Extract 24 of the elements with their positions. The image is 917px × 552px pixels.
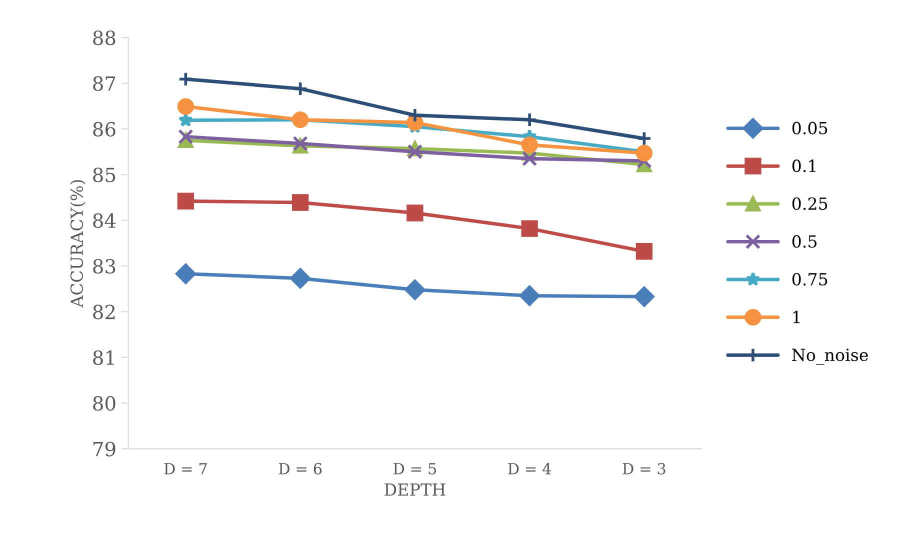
legend-label: 0.05 (792, 122, 828, 134)
x-tick-label: D = 3 (622, 462, 666, 474)
y-axis-title: ACCURACY(%) (70, 180, 86, 308)
x-tick-label: D = 7 (164, 463, 207, 474)
x-tick-label: D = 5 (394, 463, 436, 474)
y-tick-label: 80 (93, 396, 116, 411)
y-tick-label: 87 (93, 76, 116, 91)
y-tick-label: 88 (93, 30, 116, 46)
legend-label: 1 (793, 310, 800, 324)
y-tick-label: 82 (93, 304, 115, 320)
legend-label: 0.75 (792, 272, 828, 286)
x-axis-title: DEPTH (384, 484, 446, 496)
y-tick-label: 83 (93, 258, 116, 274)
y-tick-label: 86 (93, 122, 116, 137)
legend-label: 0.25 (792, 197, 828, 210)
legend-label: No_noise (792, 348, 868, 365)
y-tick-label: 85 (93, 168, 116, 182)
legend-label: 0.5 (792, 235, 817, 248)
y-tick-label: 79 (93, 442, 116, 456)
y-tick-label: 84 (93, 213, 116, 228)
x-tick-label: D = 4 (508, 462, 552, 474)
legend-label: 0.1 (792, 160, 816, 172)
x-tick-label: D = 6 (278, 462, 322, 474)
y-tick-label: 81 (93, 350, 114, 366)
